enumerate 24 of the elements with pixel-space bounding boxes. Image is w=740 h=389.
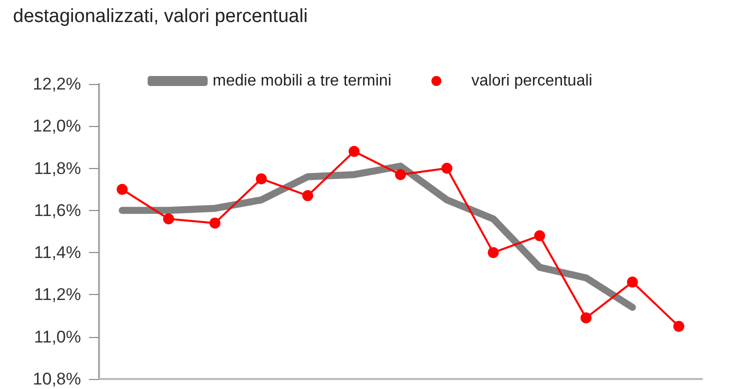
point	[395, 169, 406, 180]
point	[163, 213, 174, 224]
chart-title: destagionalizzati, valori percentuali	[13, 6, 308, 27]
y-tick-label: 11,0%	[34, 327, 81, 346]
point	[534, 230, 546, 242]
legend-label: medie mobili a tre termini	[212, 72, 392, 90]
point	[580, 312, 592, 324]
y-tick-label: 11,4%	[34, 243, 81, 262]
point	[209, 218, 220, 229]
point	[441, 162, 452, 174]
y-tick-label: 10,8%	[32, 370, 81, 388]
y-tick-label: 11,8%	[34, 158, 81, 178]
y-tick-label: 12,0%	[32, 116, 81, 136]
legend-label: valori percentuali	[471, 72, 592, 90]
y-tick-label: 12,2%	[32, 74, 81, 94]
y-tick-label: 11,2%	[34, 285, 81, 304]
point	[626, 276, 638, 288]
point	[673, 320, 684, 332]
point	[256, 173, 267, 184]
point	[488, 247, 499, 258]
point	[302, 190, 314, 202]
y-tick-label: 11,6%	[34, 200, 81, 220]
point	[116, 184, 128, 195]
point	[348, 146, 360, 157]
